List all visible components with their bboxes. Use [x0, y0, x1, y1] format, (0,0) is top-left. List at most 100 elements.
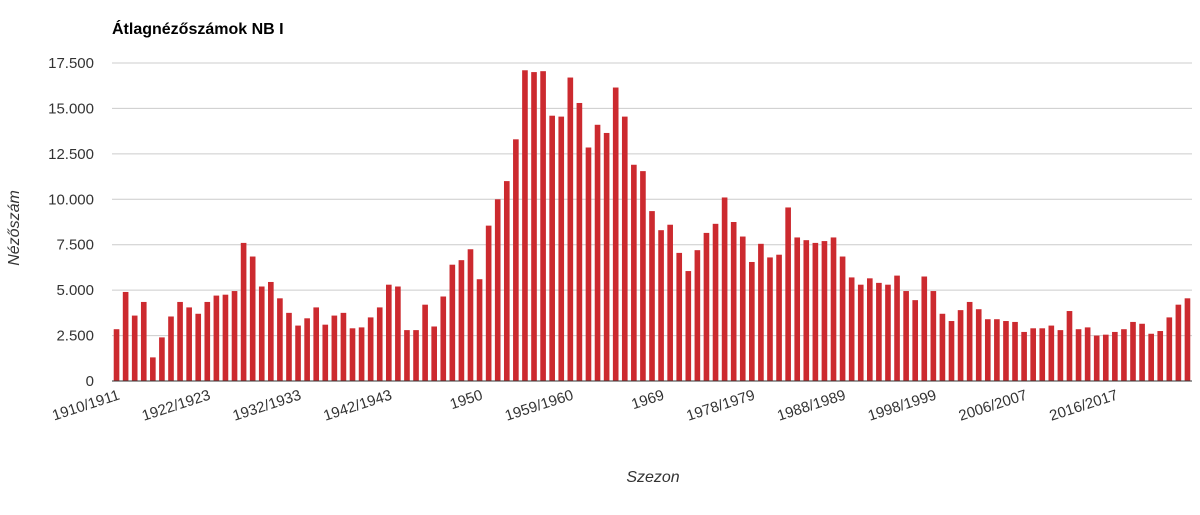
bar[interactable] [1021, 331, 1027, 381]
bar[interactable] [603, 132, 610, 381]
bar[interactable] [1075, 329, 1082, 381]
bar[interactable] [204, 301, 211, 381]
bar[interactable] [1012, 321, 1018, 381]
bar[interactable] [140, 301, 147, 381]
bar[interactable] [485, 225, 492, 381]
bar[interactable] [195, 313, 202, 381]
bar[interactable] [685, 271, 692, 381]
bar[interactable] [277, 298, 283, 381]
bar[interactable] [984, 319, 991, 381]
bar[interactable] [703, 232, 710, 381]
bar[interactable] [422, 304, 428, 381]
bar[interactable] [649, 211, 655, 381]
bar[interactable] [966, 301, 973, 381]
bar[interactable] [458, 260, 465, 381]
bar[interactable] [785, 207, 791, 381]
bar[interactable] [676, 252, 683, 381]
bar[interactable] [431, 326, 437, 381]
bar[interactable] [268, 281, 274, 381]
bar[interactable] [631, 164, 637, 381]
bar[interactable] [1093, 335, 1100, 381]
bar[interactable] [449, 264, 456, 381]
bar[interactable] [930, 291, 937, 381]
bar[interactable] [712, 223, 719, 381]
bar[interactable] [994, 319, 1000, 381]
bar[interactable] [1166, 317, 1173, 381]
bar[interactable] [467, 249, 474, 381]
bar[interactable] [1121, 329, 1127, 381]
bar[interactable] [150, 357, 156, 381]
bar[interactable] [404, 330, 410, 381]
bar[interactable] [440, 296, 447, 382]
bar[interactable] [730, 222, 737, 381]
bar[interactable] [376, 307, 383, 381]
bar[interactable] [367, 317, 374, 381]
bar[interactable] [576, 102, 583, 381]
bar[interactable] [1039, 328, 1046, 381]
bar[interactable] [531, 72, 537, 381]
bar[interactable] [522, 70, 528, 382]
bar[interactable] [494, 199, 501, 381]
bar[interactable] [821, 241, 828, 381]
bar[interactable] [168, 316, 174, 381]
bar[interactable] [948, 321, 955, 381]
bar[interactable] [1175, 304, 1182, 381]
bar[interactable] [894, 275, 900, 381]
bar[interactable] [1102, 334, 1109, 381]
bar[interactable] [621, 116, 628, 382]
bar[interactable] [295, 325, 301, 381]
bar[interactable] [758, 243, 764, 381]
bar[interactable] [594, 124, 601, 381]
bar[interactable] [349, 328, 356, 381]
bar[interactable] [258, 286, 265, 381]
bar[interactable] [839, 256, 846, 381]
bar[interactable] [313, 307, 320, 381]
bar[interactable] [667, 224, 673, 381]
bar[interactable] [1084, 327, 1091, 381]
bar[interactable] [286, 312, 292, 381]
bar[interactable] [912, 300, 919, 381]
bar[interactable] [322, 324, 329, 381]
bar[interactable] [830, 237, 837, 381]
bar[interactable] [513, 139, 519, 381]
bar[interactable] [612, 87, 619, 381]
bar[interactable] [222, 294, 229, 381]
bar[interactable] [1057, 330, 1064, 381]
bar[interactable] [1130, 321, 1136, 381]
bar[interactable] [503, 181, 510, 381]
bar[interactable] [585, 147, 592, 382]
bar[interactable] [857, 284, 864, 381]
bar[interactable] [331, 315, 338, 381]
bar[interactable] [694, 250, 701, 381]
bar[interactable] [122, 291, 129, 381]
bar[interactable] [749, 261, 755, 381]
bar[interactable] [231, 291, 238, 381]
bar[interactable] [177, 301, 183, 381]
bar[interactable] [885, 284, 891, 381]
bar[interactable] [413, 330, 419, 381]
bar[interactable] [1048, 325, 1055, 381]
bar[interactable] [776, 254, 782, 381]
bar[interactable] [739, 236, 746, 381]
bar[interactable] [812, 242, 819, 381]
bar[interactable] [658, 230, 664, 381]
bar[interactable] [975, 309, 982, 381]
bar[interactable] [131, 315, 138, 381]
bar[interactable] [186, 307, 192, 381]
bar[interactable] [358, 327, 365, 381]
bar[interactable] [867, 278, 873, 381]
bar[interactable] [1066, 311, 1073, 381]
bar[interactable] [848, 277, 855, 381]
bar[interactable] [1148, 333, 1154, 381]
bar[interactable] [340, 312, 347, 381]
bar[interactable] [159, 337, 165, 381]
bar[interactable] [1030, 328, 1036, 381]
bar[interactable] [567, 77, 574, 381]
bar[interactable] [939, 313, 946, 381]
bar[interactable] [1003, 321, 1009, 381]
bar[interactable] [1112, 331, 1118, 381]
bar[interactable] [240, 242, 247, 381]
bar[interactable] [794, 237, 801, 381]
bar[interactable] [395, 286, 401, 381]
bar[interactable] [213, 295, 220, 381]
